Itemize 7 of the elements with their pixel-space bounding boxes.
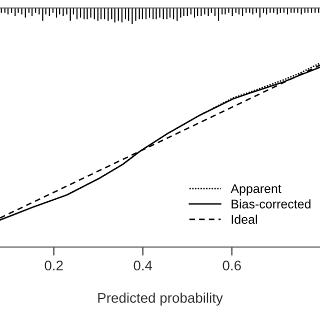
legend-label: Bias-corrected [232,199,310,208]
x-tick-label: 0.4 [134,260,152,270]
legend-label: Ideal [232,214,257,224]
x-tick-label: 0.6 [222,260,241,270]
x-axis-title: Predicted probability [98,292,223,306]
legend-label: Apparent [230,184,282,196]
x-tick-label: 0.2 [44,260,63,270]
